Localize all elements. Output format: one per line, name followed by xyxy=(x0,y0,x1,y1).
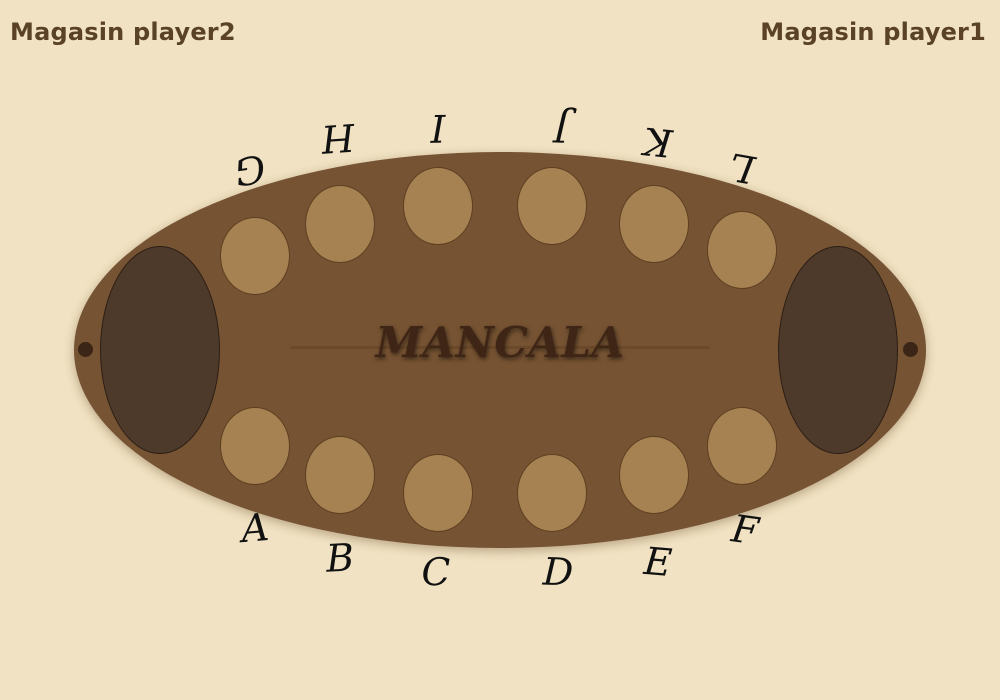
pit-d[interactable] xyxy=(517,454,587,532)
pit-c[interactable] xyxy=(403,454,473,532)
pit-label-e: E xyxy=(642,538,674,586)
pit-label-d: D xyxy=(542,549,574,595)
player1-store-label: Magasin player1 xyxy=(760,18,986,46)
pit-b[interactable] xyxy=(305,436,375,514)
pit-label-h: H xyxy=(319,114,357,162)
pit-k[interactable] xyxy=(619,185,689,263)
pit-i[interactable] xyxy=(403,167,473,245)
pit-label-i: I xyxy=(430,105,446,151)
pit-label-a: A xyxy=(239,504,271,552)
player2-store-label: Magasin player2 xyxy=(10,18,236,46)
pit-label-k: K xyxy=(641,118,675,166)
pit-a[interactable] xyxy=(220,407,290,485)
pit-l[interactable] xyxy=(707,211,777,289)
pit-j[interactable] xyxy=(517,167,587,245)
pit-label-b: B xyxy=(324,535,356,581)
board-peg-right xyxy=(903,342,918,357)
pit-label-g: G xyxy=(231,146,269,194)
pit-e[interactable] xyxy=(619,436,689,514)
pit-g[interactable] xyxy=(220,217,290,295)
pit-f[interactable] xyxy=(707,407,777,485)
pit-label-c: C xyxy=(421,549,451,595)
pit-label-f: F xyxy=(728,506,762,554)
player2-store[interactable] xyxy=(100,246,220,454)
board-peg-left xyxy=(78,342,93,357)
pit-label-j: J xyxy=(553,105,571,151)
player1-store[interactable] xyxy=(778,246,898,454)
pit-label-l: L xyxy=(725,144,759,192)
pit-h[interactable] xyxy=(305,185,375,263)
board-title-line xyxy=(290,346,710,349)
board-title: MANCALA xyxy=(375,318,625,367)
